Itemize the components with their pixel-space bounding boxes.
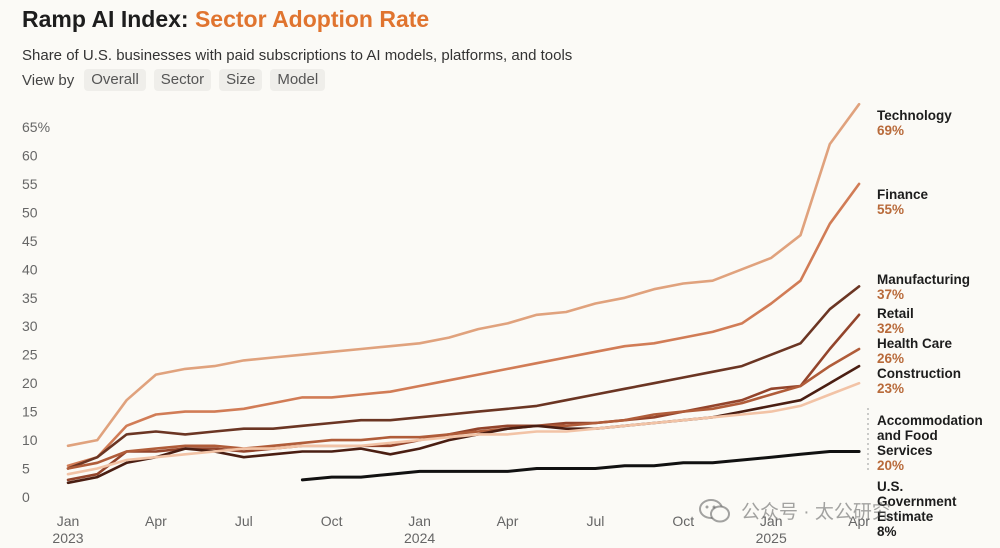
x-tick-label: Oct <box>321 513 343 529</box>
x-tick-year-label: 2023 <box>52 530 83 546</box>
series-line <box>66 381 861 476</box>
chart-subtitle: Share of U.S. businesses with paid subsc… <box>22 47 573 64</box>
series-name-label: Estimate <box>877 509 934 524</box>
x-tick-year-label: 2025 <box>756 530 787 546</box>
series-value-label: 37% <box>877 287 904 302</box>
view-by-bar: View by Overall Sector Size Model <box>22 69 333 91</box>
y-tick-label: 60 <box>22 147 38 163</box>
x-tick-label: Oct <box>672 513 694 529</box>
y-tick-label: 55 <box>22 176 38 192</box>
series-line <box>66 102 861 448</box>
y-tick-label: 30 <box>22 318 38 334</box>
x-tick-label: Apr <box>497 513 519 529</box>
series-name-label: Manufacturing <box>877 272 970 287</box>
series-name-label: Technology <box>877 108 952 123</box>
series-value-label: 23% <box>877 381 904 396</box>
x-tick-label: Jul <box>586 513 604 529</box>
x-tick-label: Jan <box>57 513 80 529</box>
series-line <box>66 364 861 485</box>
y-tick-label: 65% <box>22 119 50 135</box>
series-name-label: Services <box>877 443 933 458</box>
series-line <box>66 182 861 467</box>
y-tick-label: 45 <box>22 233 38 249</box>
y-tick-label: 20 <box>22 375 38 391</box>
series-line <box>66 347 861 470</box>
series-value-label: 26% <box>877 351 904 366</box>
view-sector-button[interactable]: Sector <box>153 69 212 91</box>
x-tick-label: Jan <box>760 513 783 529</box>
view-model-button[interactable]: Model <box>270 69 326 91</box>
series-line <box>66 313 861 482</box>
series-line <box>300 450 861 482</box>
x-tick-label: Jul <box>235 513 253 529</box>
y-tick-label: 50 <box>22 204 38 220</box>
y-tick-label: 10 <box>22 432 38 448</box>
series-name-label: Finance <box>877 187 929 202</box>
view-overall-button[interactable]: Overall <box>84 69 146 91</box>
series-name-label: U.S. <box>877 479 903 494</box>
y-tick-label: 0 <box>22 489 30 505</box>
title-main: Ramp AI Index: <box>22 6 195 32</box>
series-name-label: and Food <box>877 428 938 443</box>
series-name-label: Retail <box>877 306 914 321</box>
series-name-label: Health Care <box>877 336 953 351</box>
view-size-button[interactable]: Size <box>219 69 263 91</box>
series-value-label: 32% <box>877 321 904 336</box>
y-tick-label: 15 <box>22 404 38 420</box>
y-tick-label: 25 <box>22 347 38 363</box>
y-tick-label: 40 <box>22 261 38 277</box>
chart-title: Ramp AI Index: Sector Adoption Rate <box>22 6 429 33</box>
y-tick-label: 35 <box>22 290 38 306</box>
x-tick-label: Apr <box>848 513 870 529</box>
title-accent: Sector Adoption Rate <box>194 6 430 32</box>
series-name-label: Accommodation <box>877 413 983 428</box>
x-tick-year-label: 2024 <box>404 530 435 546</box>
series-value-label: 69% <box>877 123 904 138</box>
view-by-label: View by <box>22 71 75 89</box>
series-name-label: Construction <box>877 366 961 381</box>
series-name-label: Government <box>877 494 957 509</box>
series-value-label: 20% <box>877 458 904 473</box>
x-tick-label: Apr <box>145 513 167 529</box>
x-tick-label: Jan <box>408 513 431 529</box>
series-value-label: 55% <box>877 202 904 217</box>
series-value-label: 8% <box>877 524 897 539</box>
series-line <box>66 285 861 470</box>
y-tick-label: 5 <box>22 461 30 477</box>
